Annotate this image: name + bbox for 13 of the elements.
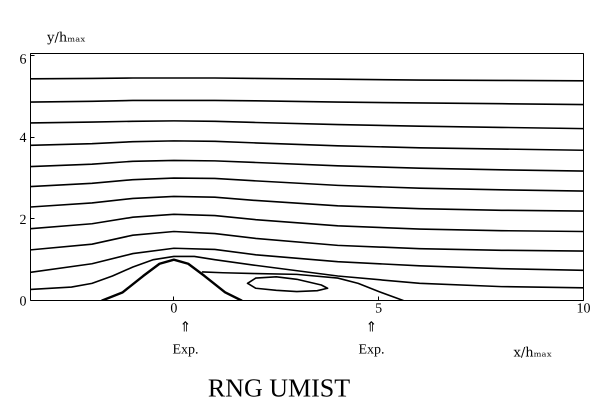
text: RNG UMIST	[208, 374, 350, 402]
text: ⇑	[366, 320, 378, 336]
y-axis-title: y/hₘₐₓ	[46, 30, 86, 46]
y-tick-label: 4	[20, 131, 26, 146]
y-tick-label: 6	[20, 52, 26, 68]
x-tick-label: 10	[576, 302, 590, 316]
x-axis-title: x/hₘₐₓ	[514, 346, 552, 360]
text: Exp.	[358, 342, 385, 358]
text: Exp.	[172, 342, 199, 358]
y-tick-label: 2	[20, 212, 26, 228]
x-tick-label: 5	[375, 302, 382, 316]
x-tick-label: 0	[170, 302, 178, 316]
text: ⇑	[180, 320, 192, 336]
